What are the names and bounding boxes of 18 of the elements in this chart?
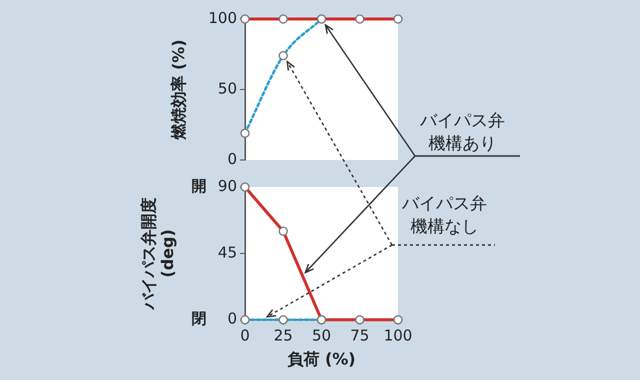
y-axis-title: 燃焼効率 (%) — [168, 39, 188, 141]
y-axis-title: バイパス弁開度 (deg) — [138, 197, 177, 310]
x-tick-label: 25 — [274, 326, 293, 345]
x-tick-label: 0 — [240, 326, 250, 345]
y-tick-label: 45 — [218, 243, 237, 262]
y-tick-label: 0 — [227, 310, 237, 328]
annotation: バイパス弁機構あり — [419, 110, 506, 156]
y-tick-label: 90 — [218, 176, 237, 195]
y-tick-label: 50 — [218, 79, 237, 98]
x-axis-title: 負荷 (%) — [287, 350, 356, 369]
y-tick-label: 0 — [227, 150, 237, 168]
x-tick-label: 50 — [312, 326, 332, 345]
y-tick-label: 100 — [208, 8, 237, 27]
text: 閉 — [192, 310, 206, 328]
x-tick-label: 100 — [384, 326, 412, 345]
annotation: バイパス弁機構なし — [401, 193, 488, 239]
x-tick-label: 75 — [350, 326, 370, 345]
text: 開 — [192, 176, 206, 195]
